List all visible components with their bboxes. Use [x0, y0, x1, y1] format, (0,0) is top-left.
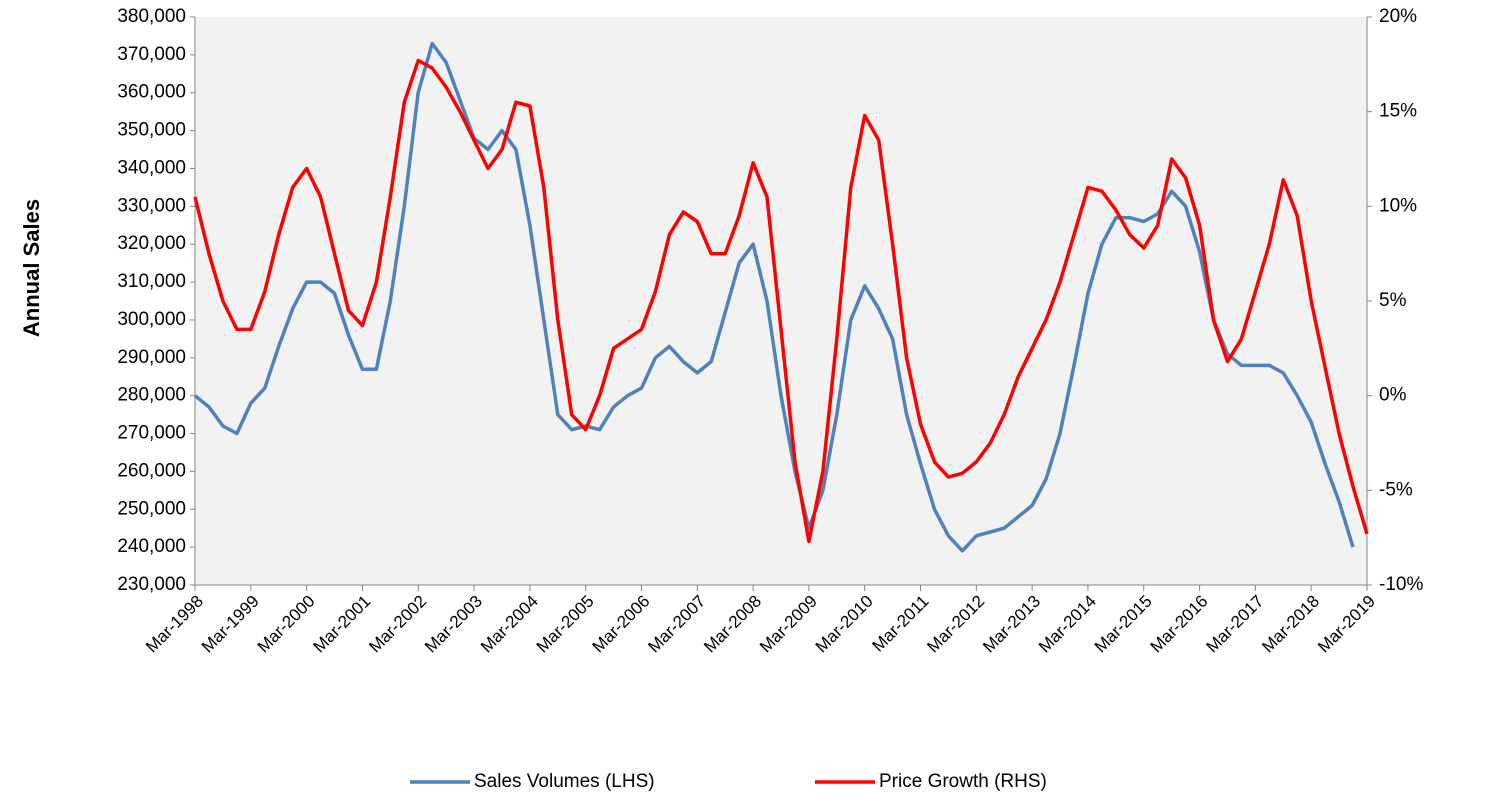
- y2-tick-label: 5%: [1379, 290, 1407, 311]
- y-tick-label: 260,000: [117, 460, 186, 481]
- x-tick-label: Mar-2018: [1258, 592, 1323, 657]
- x-tick-label: Mar-2006: [589, 592, 654, 657]
- x-tick-label: Mar-1999: [198, 592, 263, 657]
- x-tick-label: Mar-2019: [1314, 592, 1379, 657]
- x-tick-label: Mar-2013: [979, 592, 1044, 657]
- y2-tick-label: -10%: [1379, 574, 1423, 595]
- x-tick-label: Mar-2000: [254, 592, 319, 657]
- y-tick-label: 380,000: [117, 6, 186, 27]
- x-tick-label: Mar-2012: [923, 592, 988, 657]
- y2-tick-label: -5%: [1379, 479, 1413, 500]
- y-tick-label: 290,000: [117, 347, 186, 368]
- x-tick-label: Mar-2005: [533, 592, 598, 657]
- y-tick-label: 340,000: [117, 157, 186, 178]
- y-tick-label: 300,000: [117, 309, 186, 330]
- y-tick-label: 240,000: [117, 536, 186, 557]
- y-axis-label: Annual Sales: [19, 199, 44, 337]
- x-tick-label: Mar-2015: [1091, 592, 1156, 657]
- x-tick-label: Mar-2008: [700, 592, 765, 657]
- x-tick-label: Mar-2009: [756, 592, 821, 657]
- y2-tick-label: 0%: [1379, 385, 1407, 406]
- x-tick-label: Mar-2016: [1147, 592, 1212, 657]
- x-tick-label: Mar-2004: [477, 592, 542, 657]
- legend-label: Price Growth (RHS): [879, 771, 1047, 792]
- y-tick-label: 280,000: [117, 385, 186, 406]
- y-tick-label: 330,000: [117, 195, 186, 216]
- x-tick-label: Mar-2017: [1202, 592, 1267, 657]
- x-tick-label: Mar-2007: [644, 592, 709, 657]
- legend-label: Sales Volumes (LHS): [474, 771, 655, 792]
- x-tick-label: Mar-2014: [1035, 592, 1100, 657]
- series-line: [193, 58, 1369, 544]
- y2-tick-label: 10%: [1379, 195, 1417, 216]
- y-tick-label: 350,000: [117, 120, 186, 141]
- x-tick-label: Mar-2002: [365, 592, 430, 657]
- x-tick-label: Mar-2001: [310, 592, 375, 657]
- x-tick-label: Mar-2003: [421, 592, 486, 657]
- y-tick-label: 320,000: [117, 233, 186, 254]
- x-tick-label: Mar-2011: [869, 592, 933, 656]
- x-tick-label: Mar-1998: [142, 592, 207, 657]
- y-tick-label: 370,000: [117, 44, 186, 65]
- y-tick-label: 310,000: [117, 271, 186, 292]
- y-tick-label: 250,000: [117, 498, 186, 519]
- y-tick-label: 270,000: [117, 423, 186, 444]
- x-tick-label: Mar-2010: [812, 592, 877, 657]
- y-tick-label: 230,000: [117, 574, 186, 595]
- y-tick-label: 360,000: [117, 82, 186, 103]
- y2-tick-label: 15%: [1379, 101, 1417, 122]
- y2-tick-label: 20%: [1379, 6, 1417, 27]
